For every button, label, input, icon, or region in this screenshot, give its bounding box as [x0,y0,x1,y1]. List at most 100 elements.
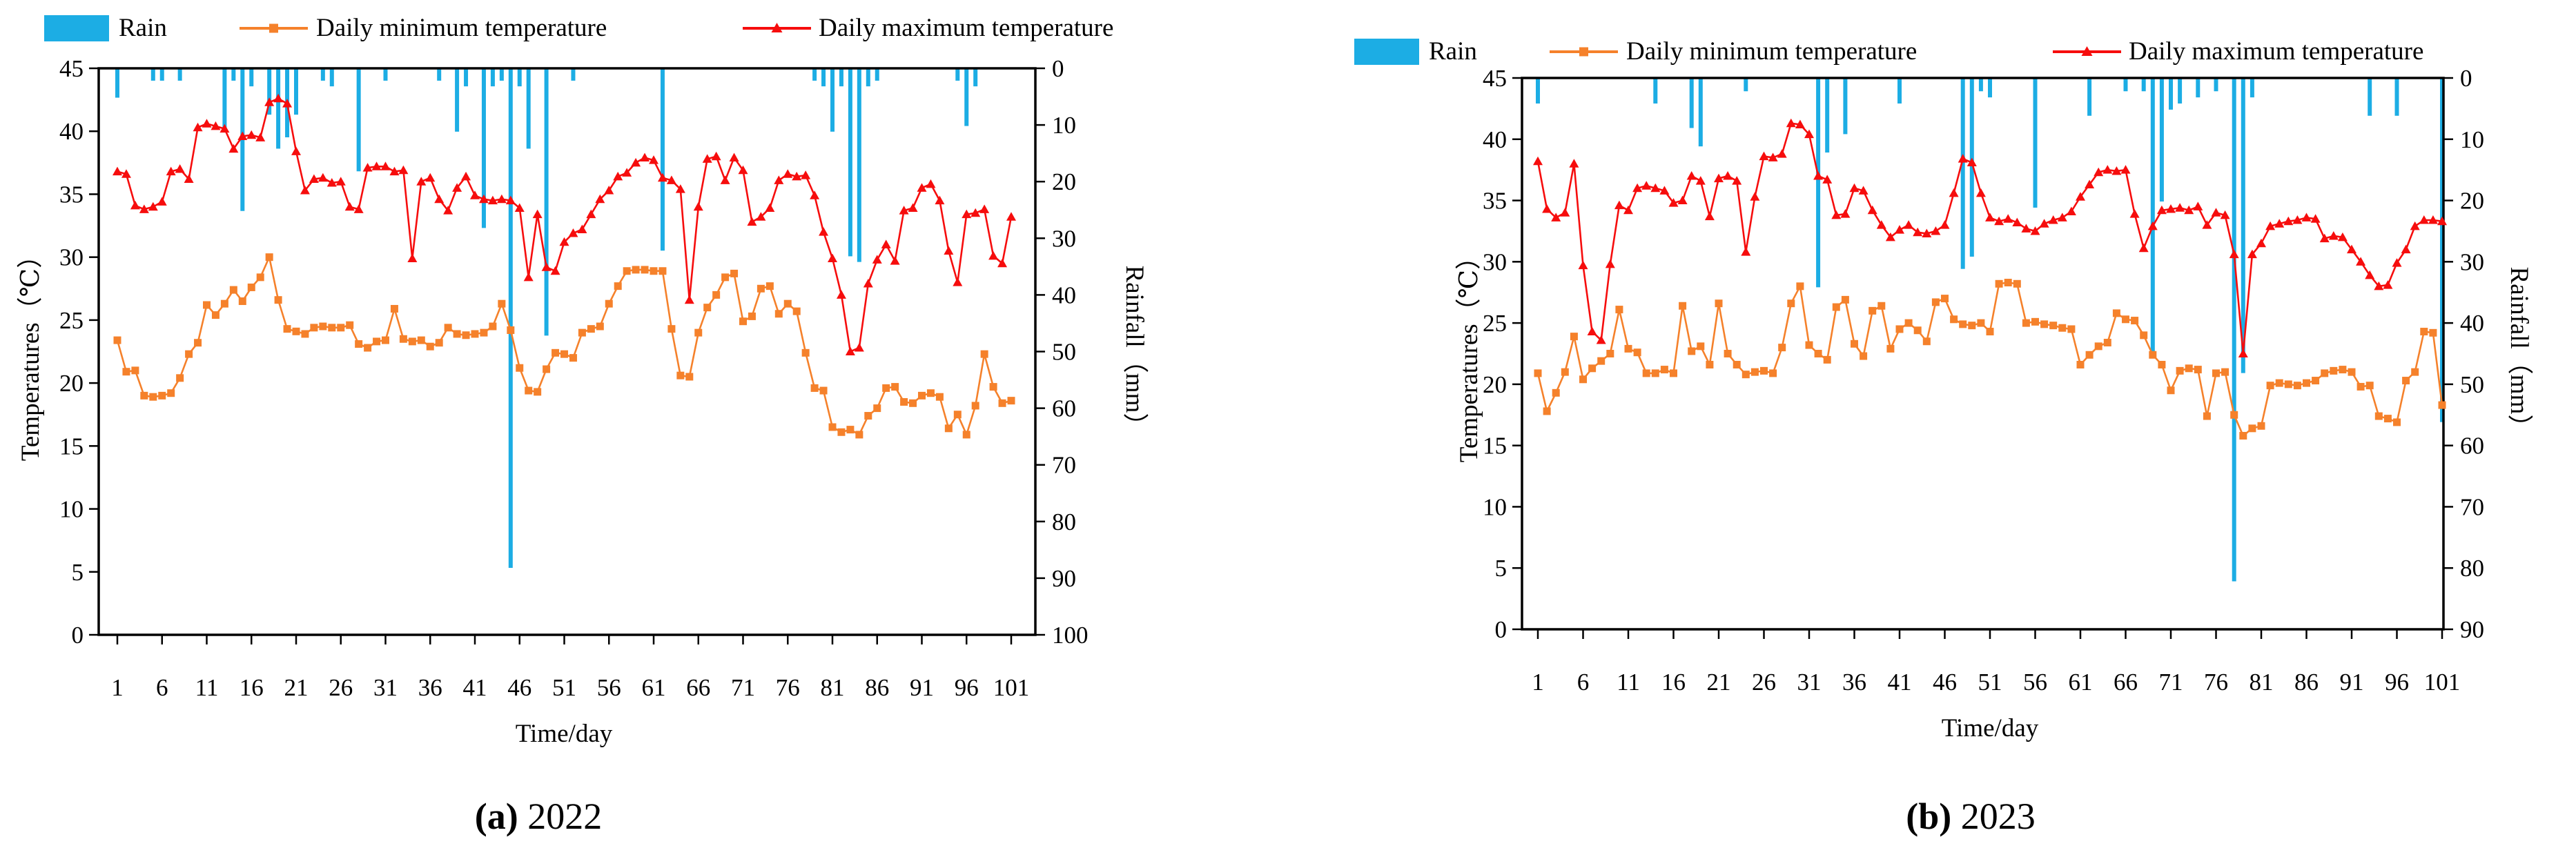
max-temp-marker [1596,335,1606,344]
max-temp-marker [2347,244,2357,254]
min-temp-marker [1543,407,1551,415]
min-temp-marker [390,304,398,313]
rain-bar-day-71 [2169,79,2173,110]
rain-bar-day-14 [231,69,236,81]
min-temp-marker [1860,352,1868,360]
rain-bar-day-24 [320,69,325,81]
min-temp-marker [1814,350,1822,357]
min-temp-marker [989,383,997,391]
x-tick-label: 26 [329,674,353,701]
min-temp-marker [926,389,935,397]
x-tick-label: 36 [418,674,442,701]
x-tick-label: 21 [1707,669,1731,696]
max-temp-marker [747,217,757,226]
max-temp-marker [1858,186,1868,195]
rain-axis-ticks: 0 10 20 30 40 50 60 70 80 90 100 [1035,55,1089,649]
min-temp-marker [2303,379,2310,387]
min-temp-marker [623,267,631,275]
x-tick-label: 16 [240,674,264,701]
max-temp-marker [380,161,391,170]
max-temp-marker [407,253,418,262]
max-temp-marker [1714,173,1724,183]
rain-bar-day-93 [2368,79,2372,116]
min-temp-marker [247,283,255,291]
min-temp-marker [810,384,819,392]
rain-axis-title-b: Rainfall（mm） [2505,266,2533,440]
rain-legend-label-b: Rain [1429,37,1477,66]
rain-bar-day-16 [249,69,254,87]
max-temp-marker [2374,281,2384,290]
temp-tick-label: 20 [59,370,84,397]
rain-tick-label: 70 [1052,452,1076,479]
min-legend-marker [240,23,308,33]
min-temp-marker [730,269,739,277]
min-temp-marker [2365,382,2374,390]
max-temp-marker [1822,175,1833,184]
min-temp-marker [2393,418,2401,426]
rain-bar-day-74 [2196,79,2201,98]
min-temp-marker [918,391,926,400]
max-temp-marker [953,277,963,286]
max-temp-marker [282,99,293,108]
max-temp-marker [1569,159,1579,168]
max-temp-marker [613,171,623,181]
rain-legend-swatch-b [1354,39,1419,65]
rain-bar-day-47 [526,69,531,149]
max-temp-legend-icon-a [743,16,811,44]
max-temp-marker [514,203,525,213]
min-temp-marker [382,336,389,344]
max-temp-marker [675,184,685,193]
rain-bar-day-83 [848,69,852,257]
max-temp-marker [362,163,373,172]
min-temp-marker [552,348,560,357]
rain-bar-day-42 [481,69,486,228]
min-temp-marker [846,426,855,434]
max-temp-marker [371,161,382,170]
min-temp-marker [1633,348,1641,357]
min-temp-marker [2058,324,2067,332]
min-temp-marker [2040,320,2049,328]
min-temp-marker [2348,368,2356,376]
min-temp-marker [1534,369,1542,377]
rain-bar-day-35 [1843,79,1848,135]
x-tick-label: 66 [2114,669,2138,696]
max-temp-marker [1542,204,1552,213]
max-temp-marker [2147,221,2158,230]
max-temp-marker [2365,270,2375,279]
min-temp-marker [1615,306,1623,314]
max-temp-marker [1605,259,1615,268]
x-tick-label: 96 [2385,669,2409,696]
min-temp-marker [1941,295,1949,303]
max-temp-marker [2401,244,2411,254]
min-temp-marker [2357,382,2365,391]
rain-bar-day-56 [2033,79,2038,208]
max-temp-marker [2021,224,2031,233]
max-temp-marker [586,209,596,219]
max-temp-marker [908,203,918,213]
max-temp-marker [1777,149,1787,158]
max-temp-marker [1804,129,1814,139]
min-temp-marker [1561,368,1569,376]
max-temp-marker [890,256,900,265]
min-temp-marker [2266,382,2274,390]
max-temp-marker [2319,233,2330,243]
x-tick-label: 56 [2023,669,2047,696]
max-temp-marker [318,173,328,182]
x-tick-label: 71 [2159,669,2183,696]
rain-bar-day-39 [455,69,460,132]
rain-bar-day-25 [329,69,334,87]
min-temp-marker [1959,320,1967,328]
min-temp-marker [158,391,166,400]
max-temp-marker [1632,183,1643,193]
caption-a-label: (a) [474,796,518,837]
max-temp-marker [541,262,552,271]
min-temp-marker [819,386,828,395]
max-temp-marker [845,346,855,355]
temp-tick-label: 35 [1483,188,1507,215]
max-temp-marker [416,177,427,186]
min-temp-marker [632,266,640,274]
min-temp-marker [650,267,658,275]
min-temp-marker [739,317,747,326]
x-tick-label: 1 [1532,669,1544,696]
rain-tick-label: 90 [2460,616,2484,643]
